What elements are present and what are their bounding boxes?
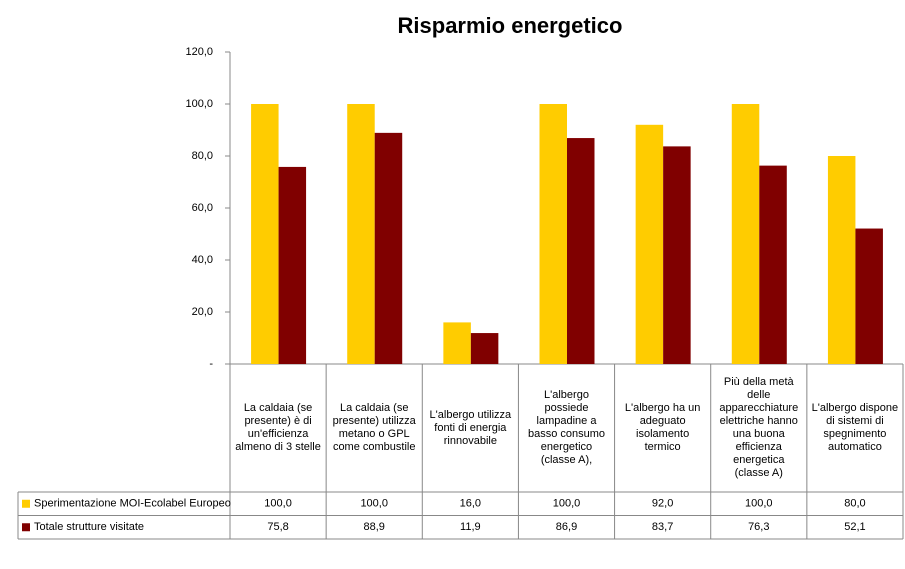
table-value: 52,1 (844, 521, 865, 533)
table-value: 86,9 (556, 521, 577, 533)
bar (567, 138, 595, 364)
table-value: 100,0 (745, 498, 773, 510)
bar (635, 124, 664, 364)
y-tick-label: 80,0 (192, 150, 213, 162)
legend-label: Totale strutture visitate (34, 521, 144, 533)
category-label: L'albergo possiede lampadine a basso con… (527, 389, 606, 466)
bar (663, 146, 691, 364)
legend-swatch (22, 499, 30, 508)
bar (731, 104, 760, 364)
table-value: 88,9 (364, 521, 385, 533)
category-label: L'albergo dispone di sistemi di spegnime… (811, 402, 899, 453)
table-value: 76,3 (748, 521, 769, 533)
table-value: 92,0 (652, 498, 673, 510)
legend-swatch (22, 523, 30, 532)
table-value: 80,0 (844, 498, 865, 510)
bar (347, 104, 375, 364)
y-tick-label: - (209, 358, 213, 370)
bar (470, 333, 499, 364)
y-tick-label: 60,0 (192, 202, 213, 214)
table-value: 83,7 (652, 521, 673, 533)
bar (827, 156, 856, 364)
category-label: Più della metà delle apparecchiature ele… (719, 376, 799, 479)
table-value: 75,8 (267, 521, 288, 533)
category-label: L'albergo utilizza fonti di energia rinn… (429, 408, 512, 447)
category-label: L'albergo ha un adeguato isolamento term… (624, 402, 701, 453)
table-value: 11,9 (460, 521, 481, 533)
table-value: 100,0 (360, 498, 388, 510)
bar (539, 104, 567, 364)
legend-label: Sperimentazione MOI-Ecolabel Europeo (34, 498, 231, 510)
category-label: La caldaia (se presente) utilizza metano… (332, 402, 416, 453)
table-value: 100,0 (553, 498, 581, 510)
category-label: La caldaia (se presente) è di un'efficie… (235, 402, 321, 453)
y-tick-label: 100,0 (185, 98, 213, 110)
y-tick-label: 20,0 (192, 306, 213, 318)
bar (443, 322, 471, 364)
table-value: 100,0 (264, 498, 292, 510)
bar (251, 104, 279, 364)
bar (855, 228, 883, 364)
chart-title: Risparmio energetico (398, 13, 623, 38)
y-tick-label: 120,0 (185, 46, 213, 58)
bar (278, 166, 307, 364)
bar (759, 165, 787, 364)
bar (374, 132, 403, 364)
table-value: 16,0 (460, 498, 481, 510)
y-tick-label: 40,0 (192, 254, 213, 266)
